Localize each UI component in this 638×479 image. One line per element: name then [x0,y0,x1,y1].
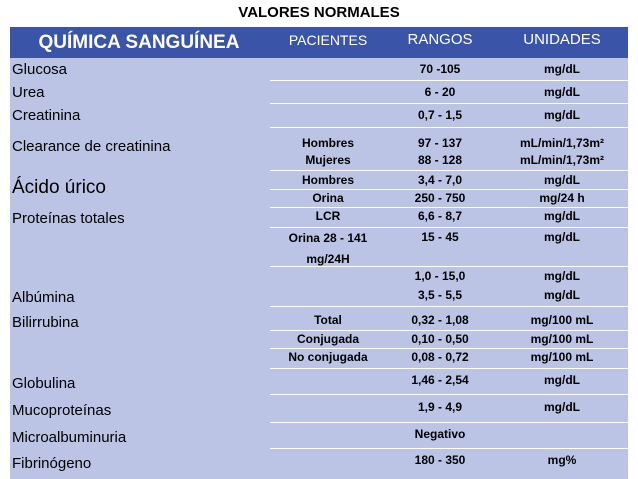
range: 15 - 45 [421,230,459,244]
row-separator [270,348,628,349]
unit: mg/100 mL [530,332,594,346]
patient: Orina 28 - 141 mg/24H [288,231,368,266]
range: 0,10 - 0,50 [411,332,469,346]
patient: Orina [312,191,344,205]
row-name: Glucosa [12,61,68,78]
row-separator [270,189,628,190]
patient: Mujeres [305,153,351,167]
range: 0,08 - 0,72 [411,350,469,364]
row-separator [270,422,628,423]
row-separator [270,127,628,128]
unit: mg/100 mL [530,350,594,364]
table-body [10,58,628,479]
range: 1,9 - 4,9 [417,400,463,414]
range: 6 - 20 [424,85,456,99]
row-name: Globulina [12,375,76,392]
range: 6,6 - 8,7 [417,209,463,223]
row-separator [270,448,628,449]
unit: mg/dL [544,85,580,99]
range: 70 -105 [419,62,461,76]
patient: Hombres [301,173,354,187]
title: VALORES NORMALES [238,4,400,21]
unit: mg/dL [544,230,580,244]
unit: mg/dL [544,209,580,223]
unit: mg% [547,453,577,467]
header-cell: UNIDADES [523,31,601,48]
table-header [10,27,628,58]
patient: Total [314,313,342,327]
row-separator [270,330,628,331]
row-name: Urea [12,84,45,101]
range: 250 - 750 [414,191,466,205]
row-separator [270,368,628,369]
row-name: Albúmina [12,289,75,306]
range: 1,0 - 15,0 [414,269,466,283]
header-cell: RANGOS [407,31,473,48]
header-cell: QUÍMICA SANGUÍNEA [38,32,240,53]
unit: mL/min/1,73m² [519,153,605,167]
range: 3,4 - 7,0 [417,173,463,187]
range: 1,46 - 2,54 [411,373,469,387]
unit: mL/min/1,73m² [519,136,605,150]
row-name: Proteínas totales [12,210,125,227]
row-separator [270,306,628,307]
unit: mg/dL [544,108,580,122]
row-name: Creatinina [12,107,81,124]
range: 0,7 - 1,5 [417,108,463,122]
patient: No conjugada [288,350,368,364]
unit: mg/dL [544,400,580,414]
row-name: Clearance de creatinina [12,138,171,155]
range: Negativo [414,427,466,441]
patient: LCR [315,209,341,223]
row-name: Bilirrubina [12,314,79,331]
range: 97 - 137 [417,136,463,150]
unit: mg/dL [544,288,580,302]
unit: mg/dL [544,62,580,76]
row-name: Microalbuminuria [12,429,127,446]
row-name: Ácido úrico [12,177,106,198]
unit: mg/dL [544,269,580,283]
range: 88 - 128 [417,153,463,167]
row-separator [270,394,628,395]
row-separator [270,80,628,81]
header-cell: PACIENTES [288,32,368,48]
patient: Conjugada [297,332,359,346]
unit: mg/100 mL [530,313,594,327]
row-separator [270,207,628,208]
row-separator [270,103,628,104]
range: 180 - 350 [414,453,466,467]
unit: mg/dL [544,173,580,187]
row-name: Mucoproteínas [12,402,112,419]
row-name: Fibrinógeno [12,455,92,472]
patient: Hombres [301,136,354,150]
row-separator [270,170,628,171]
unit: mg/24 h [539,191,585,205]
range: 0,32 - 1,08 [411,313,469,327]
range: 3,5 - 5,5 [417,288,463,302]
row-separator [270,227,628,228]
row-separator [270,266,628,267]
unit: mg/dL [544,373,580,387]
